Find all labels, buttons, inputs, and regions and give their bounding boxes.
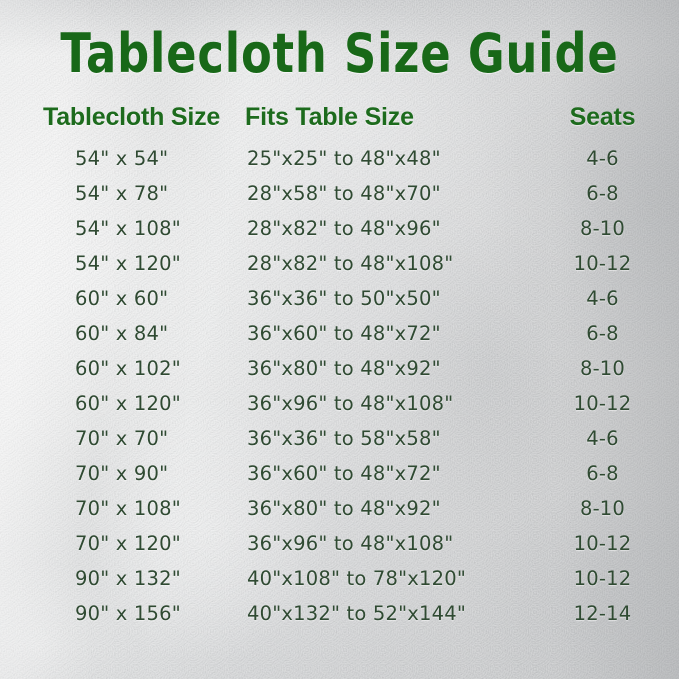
size-guide-table: Tablecloth Size Fits Table Size Seats 54… — [0, 103, 679, 637]
cell-seats: 10-12 — [573, 392, 632, 415]
cell-fits-table-size: 36"x60" to 48"x72" — [247, 462, 441, 485]
cell-tablecloth-size: 70" x 70" — [75, 427, 169, 450]
cell-seats: 8-10 — [579, 357, 626, 380]
cell-fits-table-size: 36"x96" to 48"x108" — [247, 532, 454, 555]
table-row: 54" x 108" 28"x82" to 48"x96" 8-10 — [0, 217, 679, 252]
cell-tablecloth-size: 90" x 156" — [75, 602, 181, 625]
cell-seats: 6-8 — [586, 322, 619, 345]
cell-fits-table-size: 40"x132" to 52"x144" — [247, 602, 466, 625]
table-row: 54" x 54" 25"x25" to 48"x48" 4-6 — [0, 147, 679, 182]
table-row: 90" x 156" 40"x132" to 52"x144" 12-14 — [0, 602, 679, 637]
cell-fits-table-size: 36"x36" to 50"x50" — [247, 287, 441, 310]
cell-seats: 10-12 — [573, 252, 632, 275]
cell-tablecloth-size: 70" x 90" — [75, 462, 169, 485]
table-row: 90" x 132" 40"x108" to 78"x120" 10-12 — [0, 567, 679, 602]
table-row: 54" x 78" 28"x58" to 48"x70" 6-8 — [0, 182, 679, 217]
table-row: 70" x 90" 36"x60" to 48"x72" 6-8 — [0, 462, 679, 497]
table-row: 60" x 60" 36"x36" to 50"x50" 4-6 — [0, 287, 679, 322]
cell-fits-table-size: 28"x58" to 48"x70" — [247, 182, 441, 205]
cell-fits-table-size: 28"x82" to 48"x96" — [247, 217, 441, 240]
column-header-seats: Seats — [569, 103, 636, 131]
cell-seats: 6-8 — [586, 462, 619, 485]
cell-tablecloth-size: 60" x 120" — [75, 392, 181, 415]
cell-tablecloth-size: 54" x 78" — [75, 182, 169, 205]
cell-seats: 10-12 — [573, 567, 632, 590]
cell-fits-table-size: 36"x96" to 48"x108" — [247, 392, 454, 415]
page-title: Tablecloth Size Guide — [60, 22, 619, 85]
cell-fits-table-size: 36"x80" to 48"x92" — [247, 497, 441, 520]
cell-seats: 4-6 — [586, 427, 619, 450]
cell-seats: 8-10 — [579, 217, 626, 240]
table-row: 70" x 70" 36"x36" to 58"x58" 4-6 — [0, 427, 679, 462]
cell-tablecloth-size: 54" x 54" — [75, 147, 169, 170]
cell-fits-table-size: 25"x25" to 48"x48" — [247, 147, 441, 170]
cell-tablecloth-size: 54" x 108" — [75, 217, 181, 240]
cell-tablecloth-size: 70" x 108" — [75, 497, 181, 520]
cell-fits-table-size: 40"x108" to 78"x120" — [247, 567, 466, 590]
table-body: 54" x 54" 25"x25" to 48"x48" 4-6 54" x 78" 2… — [0, 147, 679, 637]
table-row: 60" x 120" 36"x96" to 48"x108" 10-12 — [0, 392, 679, 427]
cell-seats: 10-12 — [573, 532, 632, 555]
cell-seats: 12-14 — [573, 602, 632, 625]
column-header-tablecloth-size: Tablecloth Size — [43, 103, 221, 131]
cell-seats: 4-6 — [586, 287, 619, 310]
cell-fits-table-size: 36"x36" to 58"x58" — [247, 427, 441, 450]
column-header-fits-table-size: Fits Table Size — [245, 103, 414, 131]
table-row: 60" x 102" 36"x80" to 48"x92" 8-10 — [0, 357, 679, 392]
table-row: 70" x 108" 36"x80" to 48"x92" 8-10 — [0, 497, 679, 532]
table-row: 54" x 120" 28"x82" to 48"x108" 10-12 — [0, 252, 679, 287]
cell-tablecloth-size: 60" x 102" — [75, 357, 181, 380]
cell-tablecloth-size: 54" x 120" — [75, 252, 181, 275]
cell-tablecloth-size: 60" x 60" — [75, 287, 169, 310]
table-row: 60" x 84" 36"x60" to 48"x72" 6-8 — [0, 322, 679, 357]
table-row: 70" x 120" 36"x96" to 48"x108" 10-12 — [0, 532, 679, 567]
cell-fits-table-size: 36"x80" to 48"x92" — [247, 357, 441, 380]
cell-tablecloth-size: 60" x 84" — [75, 322, 169, 345]
cell-tablecloth-size: 70" x 120" — [75, 532, 181, 555]
cell-tablecloth-size: 90" x 132" — [75, 567, 181, 590]
cell-fits-table-size: 36"x60" to 48"x72" — [247, 322, 441, 345]
cell-seats: 8-10 — [579, 497, 626, 520]
cell-seats: 6-8 — [586, 182, 619, 205]
table-header-row: Tablecloth Size Fits Table Size Seats — [0, 103, 679, 147]
cell-seats: 4-6 — [586, 147, 619, 170]
cell-fits-table-size: 28"x82" to 48"x108" — [247, 252, 454, 275]
